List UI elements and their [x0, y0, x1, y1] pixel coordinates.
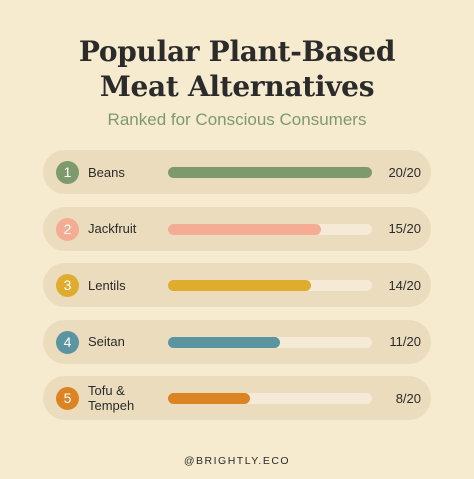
- rank-badge: 2: [56, 217, 79, 241]
- bar-label: Beans: [88, 164, 125, 180]
- bar-row: 4 Seitan 11/20: [43, 319, 431, 364]
- title-line-2: Meat Alternatives: [99, 70, 375, 103]
- bar-score: 14/20: [388, 277, 421, 293]
- bar-fill: [168, 167, 372, 178]
- bar-track: [168, 393, 372, 404]
- rank-badge: 4: [56, 330, 79, 354]
- bar-fill: [168, 336, 281, 348]
- bar-label: Tofu & Tempeh: [88, 383, 135, 413]
- rank-badge: 3: [56, 274, 79, 297]
- bar-label: Seitan: [88, 334, 125, 349]
- bar-score: 20/20: [388, 164, 421, 180]
- title-line-1: Popular Plant-Based: [78, 35, 396, 68]
- bar-row: 3 Lentils 14/20: [43, 263, 431, 307]
- bar-row: 2 Jackfruit 15/20: [43, 206, 431, 251]
- bar-label: Jackfruit: [88, 221, 137, 236]
- rank-badge: 5: [56, 387, 79, 410]
- bar-track: [168, 223, 372, 235]
- subtitle: Ranked for Conscious Consumers: [107, 110, 367, 129]
- bar-score: 15/20: [388, 221, 421, 236]
- bar-fill: [168, 280, 311, 291]
- bar-label: Lentils: [88, 277, 126, 293]
- page-title: Popular Plant-Based Meat Alternatives: [0, 34, 474, 104]
- bar-track: [168, 336, 372, 348]
- bar-row: 1 Beans 20/20: [43, 150, 431, 194]
- bar-score: 11/20: [389, 334, 421, 349]
- bar-track: [168, 280, 372, 291]
- bar-score: 8/20: [395, 390, 421, 406]
- bar-fill: [168, 393, 250, 404]
- ranking-list: 1 Beans 20/20 2 Jackfruit 15/20 3 Lentils 14/20 4…: [43, 150, 431, 433]
- rank-badge: 1: [56, 161, 79, 184]
- footer-handle: @BRIGHTLY.ECO: [183, 455, 291, 467]
- bar-track: [168, 167, 372, 178]
- bar-row: 5 Tofu & Tempeh 8/20: [43, 376, 431, 420]
- bar-fill: [168, 223, 321, 235]
